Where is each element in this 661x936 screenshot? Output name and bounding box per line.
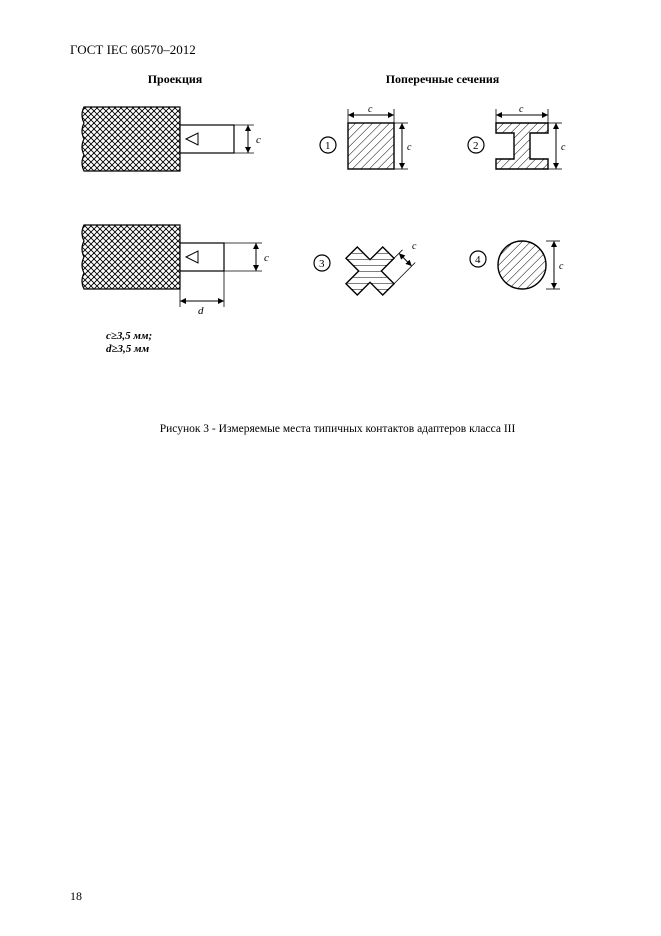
constraints-block: c≥3,5 мм; d≥3,5 мм xyxy=(106,330,152,356)
dim-c-i-right: c xyxy=(561,142,566,153)
dim-c-sq-right: c xyxy=(407,142,412,153)
doc-header: ГОСТ IEC 60570–2012 xyxy=(70,42,605,58)
dim-c-top: c xyxy=(256,134,261,146)
figure-caption: Рисунок 3 - Измеряемые места типичных ко… xyxy=(70,423,605,435)
dim-c-bottom: c xyxy=(264,252,269,264)
dim-d-bottom: d xyxy=(198,305,204,317)
marker-1: 1 xyxy=(325,140,331,152)
dim-c-sq-top: c xyxy=(368,104,373,115)
column-titles: Проекция Поперечные сечения xyxy=(70,72,605,87)
marker-3: 3 xyxy=(319,258,325,270)
page-number: 18 xyxy=(70,889,82,904)
col-title-projection: Проекция xyxy=(70,72,280,87)
projection-bottom: c d xyxy=(82,225,269,317)
dim-c-i-top: c xyxy=(519,104,524,115)
marker-2: 2 xyxy=(473,140,479,152)
cross-section-2: 2 c c xyxy=(468,104,566,169)
dim-c-circle: c xyxy=(559,261,564,272)
cross-section-1: 1 c c xyxy=(320,104,412,169)
constraint-d: d≥3,5 мм xyxy=(106,343,152,356)
cross-section-3: 3 c xyxy=(314,226,417,308)
figure-area: c c d 1 xyxy=(70,93,605,383)
constraint-c: c≥3,5 мм; xyxy=(106,330,152,343)
cross-section-4: 4 c xyxy=(470,241,564,289)
col-title-cross-sections: Поперечные сечения xyxy=(280,72,605,87)
marker-4: 4 xyxy=(475,254,481,266)
projection-top: c xyxy=(82,107,261,171)
dim-c-cross: c xyxy=(412,241,417,252)
